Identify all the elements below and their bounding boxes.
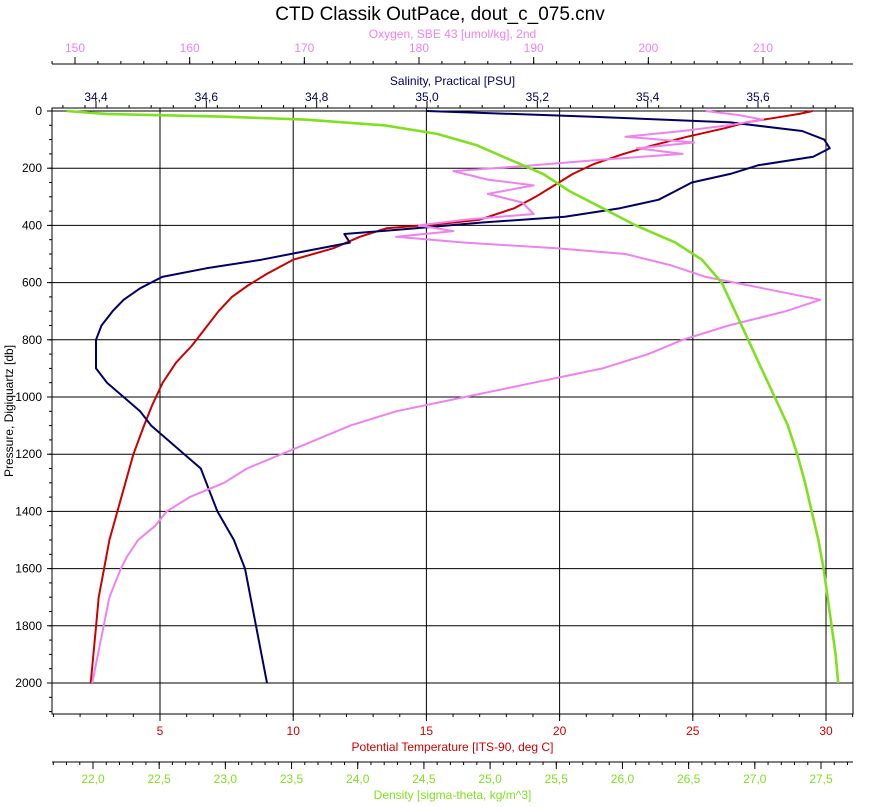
grid-lines bbox=[52, 108, 853, 714]
salinity-tick-label: 35,2 bbox=[526, 90, 550, 104]
y-axis-tick-label: 1200 bbox=[15, 447, 42, 461]
salinity-tick-label: 35,0 bbox=[415, 90, 439, 104]
y-axis-label: Pressure, Digiquartz [db] bbox=[2, 345, 16, 477]
density-tick-label: 23,5 bbox=[280, 772, 304, 786]
density-tick-label: 23,0 bbox=[214, 772, 238, 786]
y-axis-tick-label: 1600 bbox=[15, 562, 42, 576]
salinity-tick-label: 35,4 bbox=[636, 90, 660, 104]
density-tick-label: 27,0 bbox=[743, 772, 767, 786]
oxygen-tick-label: 200 bbox=[638, 41, 658, 55]
oxygen-axis-title: Oxygen, SBE 43 [umol/kg], 2nd bbox=[369, 27, 536, 41]
salinity-tick-label: 34,4 bbox=[84, 90, 108, 104]
temperature-tick-label: 30 bbox=[819, 724, 833, 738]
y-axis-tick-label: 1800 bbox=[15, 619, 42, 633]
axes-layer: 0 200 400 600 800 1000 1200 1400 1600 1800 2000 Pre… bbox=[2, 27, 854, 802]
oxygen-tick-label: 190 bbox=[524, 41, 544, 55]
density-tick-label: 25,0 bbox=[478, 772, 502, 786]
y-axis-tick-label: 200 bbox=[22, 161, 42, 175]
oxygen-tick-label: 180 bbox=[409, 41, 429, 55]
y-axis-tick-label: 1000 bbox=[15, 390, 42, 404]
oxygen-series-line bbox=[91, 110, 822, 684]
y-axis-tick-label: 400 bbox=[22, 218, 42, 232]
oxygen-tick-label: 160 bbox=[180, 41, 200, 55]
density-tick-label: 22,5 bbox=[148, 772, 172, 786]
density-tick-label: 22,0 bbox=[81, 772, 105, 786]
series-layer bbox=[66, 109, 840, 684]
temperature-tick-label: 5 bbox=[157, 724, 164, 738]
salinity-tick-label: 34,8 bbox=[305, 90, 329, 104]
density-tick-label: 27,5 bbox=[809, 772, 833, 786]
oxygen-tick-label: 170 bbox=[294, 41, 314, 55]
salinity-axis-title: Salinity, Practical [PSU] bbox=[390, 74, 515, 88]
y-axis-tick-label: 0 bbox=[35, 104, 42, 118]
temperature-tick-label: 10 bbox=[287, 724, 301, 738]
y-axis-tick-label: 800 bbox=[22, 333, 42, 347]
density-axis-title: Density [sigma-theta, kg/m^3] bbox=[374, 788, 532, 802]
oxygen-tick-label: 210 bbox=[753, 41, 773, 55]
salinity-series-line bbox=[95, 110, 831, 684]
temperature-tick-label: 25 bbox=[686, 724, 700, 738]
y-axis-tick-label: 1400 bbox=[15, 504, 42, 518]
density-tick-label: 26,0 bbox=[611, 772, 635, 786]
density-tick-label: 24,0 bbox=[346, 772, 370, 786]
oxygen-tick-label: 150 bbox=[65, 41, 85, 55]
density-series-line bbox=[66, 109, 840, 684]
density-tick-label: 26,5 bbox=[677, 772, 701, 786]
density-tick-label: 25,5 bbox=[545, 772, 569, 786]
salinity-tick-label: 34,6 bbox=[195, 90, 219, 104]
chart-title: CTD Classik OutPace, dout_c_075.cnv bbox=[275, 4, 605, 25]
temperature-axis-title: Potential Temperature [ITS-90, deg C] bbox=[352, 740, 554, 754]
salinity-tick-label: 35,6 bbox=[746, 90, 770, 104]
density-tick-label: 24,5 bbox=[412, 772, 436, 786]
temperature-tick-label: 15 bbox=[420, 724, 434, 738]
y-axis-tick-label: 2000 bbox=[15, 676, 42, 690]
y-axis-tick-label: 600 bbox=[22, 276, 42, 290]
temperature-tick-label: 20 bbox=[553, 724, 567, 738]
